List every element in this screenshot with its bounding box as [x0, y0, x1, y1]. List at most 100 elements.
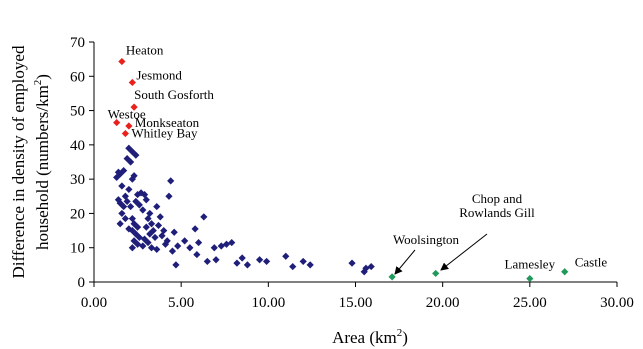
data-point	[132, 151, 140, 159]
data-point	[125, 185, 133, 194]
y-tick-label: 40	[70, 138, 85, 154]
data-point	[168, 247, 177, 255]
data-point	[139, 242, 147, 250]
data-point-woolsington	[388, 273, 396, 281]
annotation-heaton: Heaton	[126, 43, 164, 58]
data-point	[144, 238, 152, 247]
y-tick-label: 60	[70, 69, 85, 85]
annotation-westoe: Westoe	[108, 107, 146, 122]
data-point	[151, 233, 159, 242]
data-point	[127, 202, 135, 211]
data-point	[146, 230, 154, 238]
annotation-jesmond: Jesmond	[136, 67, 182, 82]
data-point	[128, 244, 136, 252]
data-point	[127, 158, 135, 166]
data-point	[161, 240, 170, 248]
data-point	[243, 261, 252, 269]
data-point	[135, 201, 143, 209]
data-point	[348, 259, 356, 267]
data-point	[306, 261, 314, 269]
annotation-chop-and-rowlands-gill: Chop and Rowlands Gill	[459, 191, 535, 220]
annotation-south-gosforth: South Gosforth	[134, 87, 214, 102]
data-point	[186, 244, 194, 252]
data-point	[113, 173, 121, 182]
axes: 0 10 20 30 40 50 60 70 0.00 5.00 10.00 15.00 20.00 25…	[70, 35, 634, 311]
x-tick-label: 10.00	[251, 295, 285, 311]
y-tick-label: 10	[70, 241, 85, 257]
data-point	[116, 220, 124, 228]
annotation-arrow	[394, 249, 416, 275]
data-point	[158, 232, 166, 240]
y-axis-title-line2: household (numbers/km2)	[32, 74, 52, 250]
data-point	[125, 225, 133, 233]
annotation-whitley-bay: Whitley Bay	[131, 126, 198, 141]
y-axis-title: Difference in density of employed househ…	[9, 45, 52, 278]
data-point-westoe	[113, 118, 121, 127]
x-tick-label: 5.00	[168, 295, 194, 311]
data-point	[174, 242, 182, 250]
y-tick-label: 70	[70, 35, 85, 51]
data-point	[212, 256, 220, 264]
annotation-arrow	[440, 233, 488, 271]
data-point	[154, 221, 163, 230]
data-point	[139, 206, 147, 214]
data-point	[289, 262, 297, 271]
data-point	[210, 244, 218, 252]
data-point-heaton	[118, 57, 126, 66]
x-tick-label: 30.00	[600, 295, 634, 311]
x-tick-label: 25.00	[513, 295, 547, 311]
annotations: Heaton Jesmond South Gosforth WestoeMonksea…	[108, 43, 608, 275]
data-point	[142, 223, 150, 231]
data-point	[282, 252, 290, 260]
data-point	[165, 192, 173, 200]
data-point	[193, 250, 201, 259]
data-point	[256, 256, 264, 264]
data-point-castle	[561, 268, 569, 276]
data-point	[133, 223, 142, 231]
data-point	[367, 262, 375, 271]
x-tick-label: 20.00	[426, 295, 460, 311]
data-point	[200, 213, 208, 221]
data-point	[181, 237, 189, 245]
data-point	[203, 257, 211, 266]
data-point	[118, 209, 126, 218]
annotation-castle: Castle	[575, 255, 608, 270]
annotation-lamesley: Lamesley	[505, 257, 556, 272]
data-point	[299, 257, 307, 266]
data-point	[153, 245, 161, 254]
data-point	[120, 202, 128, 211]
y-tick-label: 0	[78, 275, 86, 291]
data-point	[128, 175, 136, 183]
data-point-jesmond	[128, 78, 136, 87]
data-point	[156, 213, 164, 221]
data-point	[123, 197, 131, 206]
data-point-chop-and-rowlands-gill	[432, 269, 440, 278]
x-tick-label: 15.00	[339, 295, 373, 311]
data-point	[262, 257, 271, 266]
data-point-south-gosforth	[130, 103, 138, 111]
data-point	[144, 214, 152, 223]
data-points	[113, 57, 569, 283]
x-tick-label: 0.00	[81, 295, 107, 311]
data-point	[153, 202, 161, 211]
annotation-woolsington: Woolsington	[393, 232, 460, 247]
data-point	[121, 214, 129, 223]
data-point	[195, 238, 203, 247]
data-point-whitley-bay	[121, 129, 129, 138]
y-tick-label: 20	[70, 206, 85, 222]
y-tick-label: 50	[70, 104, 85, 120]
x-axis-title: Area (km2)	[332, 327, 408, 347]
data-point	[147, 220, 156, 228]
data-point	[120, 166, 128, 175]
data-point	[170, 228, 178, 236]
data-point-monkseaton	[125, 122, 133, 130]
y-tick-label: 30	[70, 172, 85, 188]
data-point-lamesley	[526, 274, 534, 283]
data-point	[233, 259, 241, 267]
data-point	[118, 182, 126, 190]
data-point	[172, 261, 180, 269]
data-point	[167, 177, 175, 185]
data-point	[238, 254, 246, 262]
